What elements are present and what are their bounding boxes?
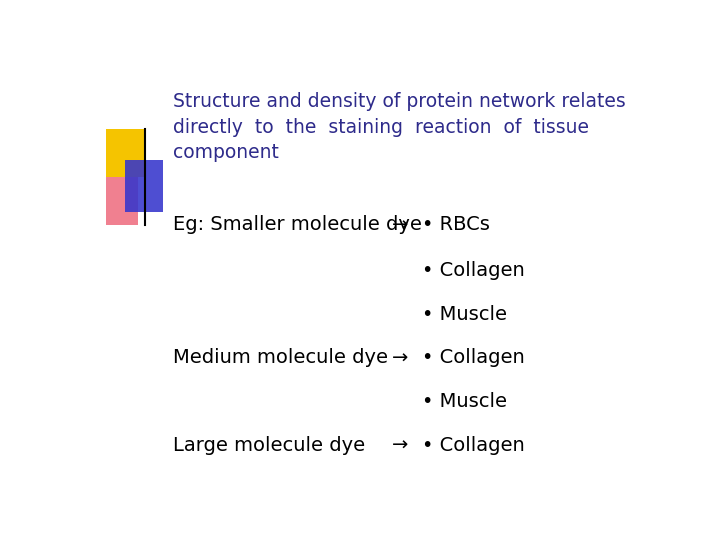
Text: • Muscle: • Muscle xyxy=(422,392,507,411)
Text: • Muscle: • Muscle xyxy=(422,305,507,324)
Text: • RBCs: • RBCs xyxy=(422,215,490,234)
Bar xyxy=(125,160,163,212)
Text: →: → xyxy=(392,215,408,234)
Text: Eg: Smaller molecule dye: Eg: Smaller molecule dye xyxy=(173,215,421,234)
Text: Structure and density of protein network relates
directly  to  the  staining  re: Structure and density of protein network… xyxy=(173,92,626,163)
Text: →: → xyxy=(392,436,408,455)
Text: • Collagen: • Collagen xyxy=(422,261,525,280)
Text: • Collagen: • Collagen xyxy=(422,348,525,367)
Bar xyxy=(106,129,145,177)
Text: • Collagen: • Collagen xyxy=(422,436,525,455)
Text: →: → xyxy=(392,348,408,367)
Text: Large molecule dye: Large molecule dye xyxy=(173,436,365,455)
Text: Medium molecule dye: Medium molecule dye xyxy=(173,348,387,367)
Bar xyxy=(106,177,138,225)
